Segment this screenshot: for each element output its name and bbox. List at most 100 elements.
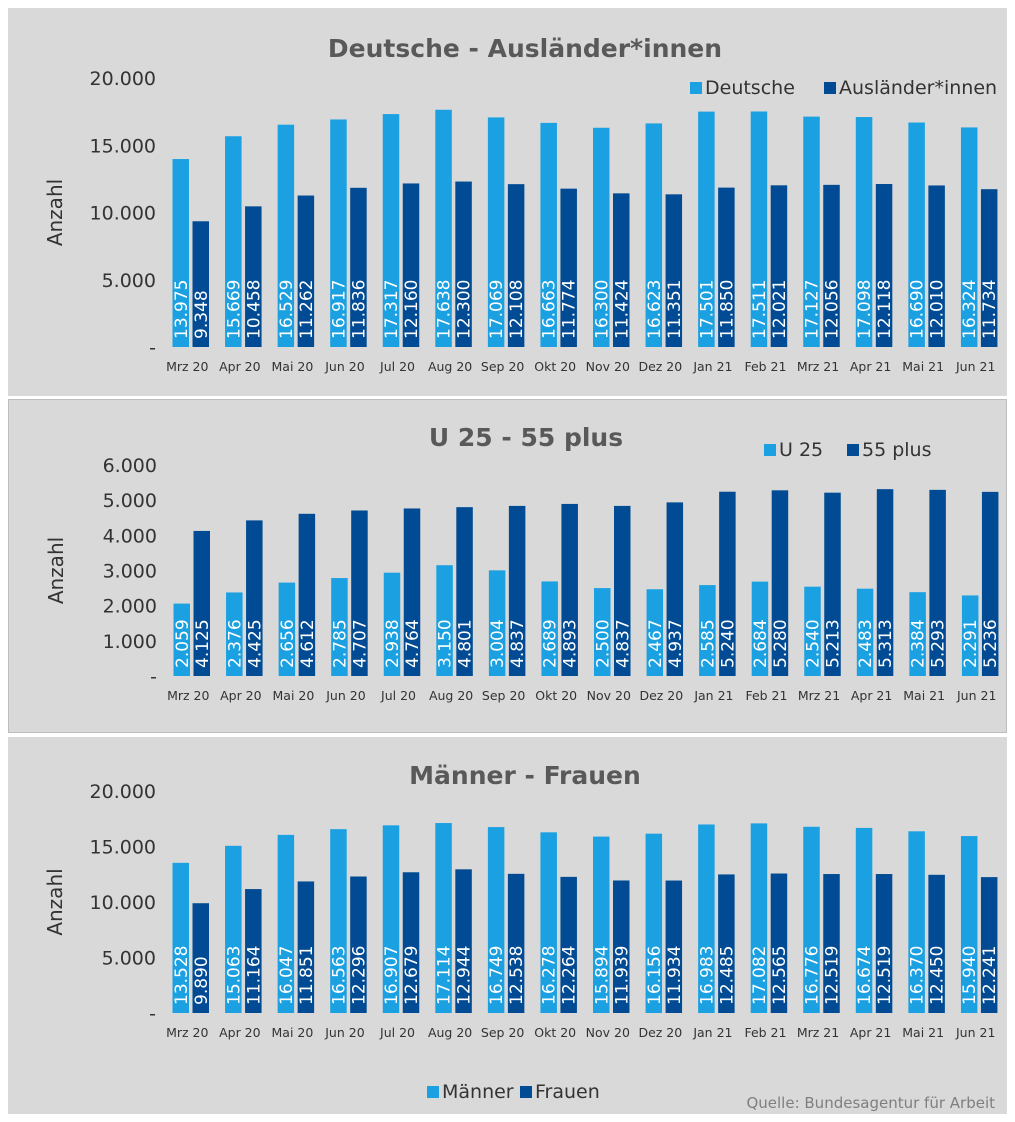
bar-55-plus	[876, 489, 894, 676]
x-tick-label: Mrz 20	[166, 1025, 208, 1040]
data-label-frauen: 12.485	[717, 946, 737, 1005]
data-label-55-plus: 4.125	[193, 619, 213, 668]
bar-m-nner	[172, 862, 189, 1013]
bar-m-nner	[750, 823, 768, 1013]
data-label-55-plus: 4.612	[298, 619, 318, 668]
x-tick-label: Mrz 21	[797, 359, 839, 374]
bar-frauen	[875, 874, 893, 1013]
bar-55-plus	[508, 505, 526, 676]
bar-ausl-nder-innen	[770, 185, 788, 347]
data-label-55-plus: 4.837	[508, 619, 528, 668]
bar-u-25	[541, 581, 558, 676]
data-label-frauen: 11.851	[297, 946, 317, 1005]
data-label-m-nner: 16.776	[803, 946, 823, 1005]
data-label-m-nner: 16.370	[908, 946, 928, 1005]
data-label-u-25: 2.483	[856, 619, 876, 668]
y-tick-label: 5.000	[102, 270, 156, 292]
bar-frauen	[770, 873, 788, 1013]
bar-frauen	[455, 869, 472, 1013]
bar-u-25	[173, 603, 190, 676]
data-label-frauen: 12.296	[349, 946, 369, 1005]
bar-u-25	[961, 595, 979, 676]
bar-m-nner	[803, 826, 820, 1013]
bar-ausl-nder-innen	[297, 195, 315, 347]
bar-u-25	[226, 592, 243, 676]
y-tick-label: 5.000	[102, 948, 156, 970]
bar-u-25	[804, 586, 821, 676]
bar-deutsche	[172, 159, 189, 347]
data-label-ausl-nder-innen: 11.836	[349, 280, 369, 339]
bar-frauen	[507, 873, 525, 1013]
data-label-55-plus: 4.707	[350, 619, 370, 668]
bar-55-plus	[666, 502, 684, 676]
bar-m-nner	[593, 836, 610, 1013]
x-tick-label: Nov 20	[586, 359, 630, 374]
legend-label-m-nner: Männer	[442, 1081, 514, 1103]
data-label-ausl-nder-innen: 12.300	[455, 280, 475, 339]
y-tick-label: -	[150, 666, 157, 688]
bar-deutsche	[960, 127, 978, 347]
x-tick-label: Jan 21	[692, 359, 732, 374]
x-tick-label: Dez 20	[639, 688, 683, 703]
bar-ausl-nder-innen	[455, 181, 472, 347]
bar-55-plus	[771, 490, 789, 676]
x-tick-label: Okt 20	[534, 359, 576, 374]
data-label-u-25: 2.938	[383, 619, 403, 668]
x-tick-label: Sep 20	[481, 1025, 524, 1040]
data-label-ausl-nder-innen: 12.160	[402, 280, 422, 339]
data-label-m-nner: 16.983	[697, 946, 717, 1005]
data-label-ausl-nder-innen: 9.348	[192, 290, 212, 339]
bar-55-plus	[403, 508, 421, 676]
x-tick-label: Mrz 21	[797, 1025, 839, 1040]
bar-u-25	[699, 585, 716, 676]
bar-u-25	[646, 589, 664, 676]
data-label-ausl-nder-innen: 12.118	[875, 280, 895, 339]
data-label-deutsche: 16.529	[277, 280, 297, 339]
bar-u-25	[856, 588, 874, 676]
bar-u-25	[751, 581, 769, 676]
x-tick-label: Apr 20	[219, 359, 261, 374]
bar-m-nner	[382, 825, 400, 1013]
bar-55-plus	[193, 530, 210, 676]
bar-ausl-nder-innen	[928, 185, 945, 347]
data-label-u-25: 3.004	[488, 619, 508, 668]
x-tick-label: Okt 20	[534, 1025, 576, 1040]
legend-swatch-m-nner	[427, 1086, 439, 1098]
y-tick-label: 1.000	[103, 631, 157, 653]
bar-frauen	[402, 872, 420, 1013]
x-tick-label: Feb 21	[745, 688, 787, 703]
bar-m-nner	[645, 833, 663, 1013]
data-label-55-plus: 5.280	[771, 619, 791, 668]
data-label-ausl-nder-innen: 12.108	[507, 280, 527, 339]
x-tick-label: Nov 20	[587, 688, 631, 703]
data-label-u-25: 3.150	[436, 619, 456, 668]
bar-ausl-nder-innen	[875, 184, 893, 347]
data-label-55-plus: 4.837	[613, 619, 633, 668]
bar-frauen	[560, 876, 577, 1013]
data-label-deutsche: 16.324	[960, 280, 980, 339]
data-label-u-25: 2.689	[541, 619, 561, 668]
x-tick-label: Apr 20	[219, 1025, 261, 1040]
legend-swatch-55-plus	[847, 444, 859, 456]
x-tick-label: Mai 21	[902, 359, 944, 374]
bar-ausl-nder-innen	[350, 187, 367, 347]
data-label-u-25: 2.291	[961, 619, 981, 668]
x-tick-label: Dez 20	[638, 1025, 682, 1040]
y-tick-label: 5.000	[103, 490, 157, 512]
data-label-deutsche: 17.317	[382, 280, 402, 339]
chart-panel-u25-55plus: U 25 - 55 plus Anzahl - 1.000 2.000 3.000 4.00…	[8, 399, 1007, 733]
bar-frauen	[665, 880, 683, 1013]
bar-55-plus	[824, 492, 841, 676]
data-label-ausl-nder-innen: 12.056	[823, 280, 843, 339]
data-label-u-25: 2.540	[804, 619, 824, 668]
y-axis-label: Anzahl	[43, 868, 67, 935]
data-label-u-25: 2.500	[593, 619, 613, 668]
bar-deutsche	[855, 117, 873, 348]
bar-55-plus	[561, 503, 578, 676]
chart-deutsche-auslaender: Deutsche - Ausländer*innen Anzahl - 5.000 10…	[43, 34, 1000, 374]
y-axis-label: Anzahl	[43, 179, 67, 246]
bar-deutsche	[225, 136, 242, 347]
data-label-frauen: 12.944	[455, 946, 475, 1005]
y-tick-label: 20.000	[90, 68, 156, 90]
